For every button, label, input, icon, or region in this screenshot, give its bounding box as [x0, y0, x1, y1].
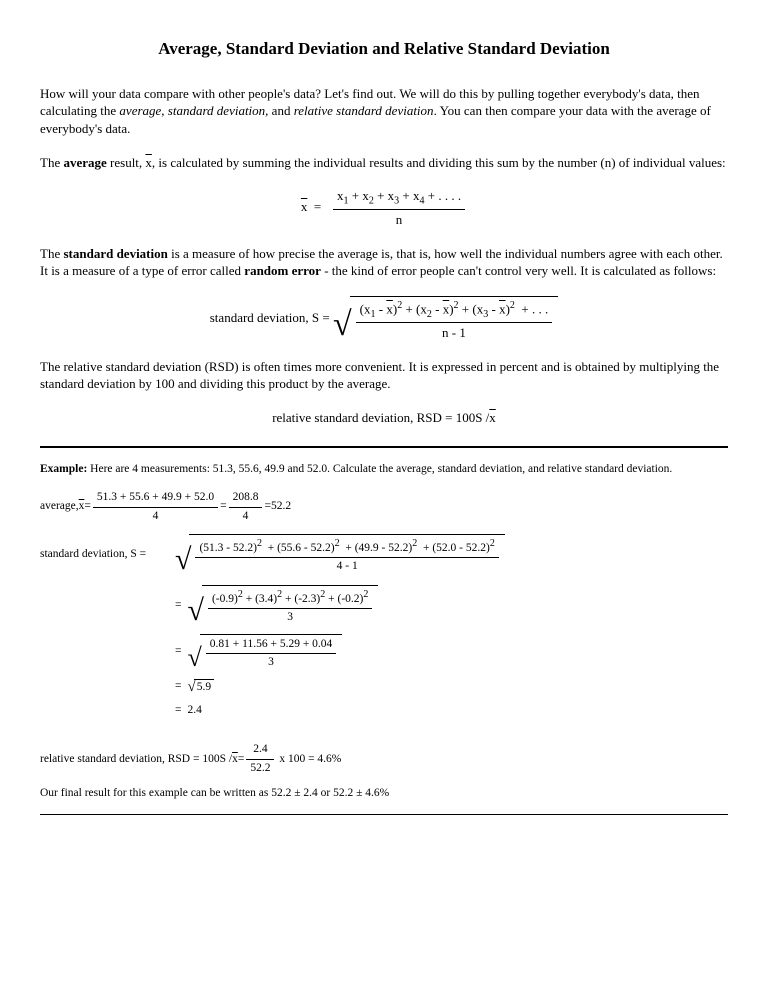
example-sd-line4: = √ 5.9	[175, 679, 728, 696]
example-average: average, x = 51.3 + 55.6 + 49.9 + 52.04 …	[40, 490, 728, 524]
example-heading: Example: Here are 4 measurements: 51.3, …	[40, 462, 728, 478]
example-sd-line1: standard deviation, S = √ (51.3 - 52.2)2…	[40, 534, 728, 575]
divider-thin	[40, 814, 728, 815]
rsd-definition: The relative standard deviation (RSD) is…	[40, 358, 728, 393]
example-sd-line3: = √ 0.81 + 11.56 + 5.29 + 0.04 3	[175, 634, 728, 671]
example-sd-line2: = √ (-0.9)2 + (3.4)2 + (-2.3)2 + (-0.2)2…	[175, 585, 728, 626]
example-sd-result: = 2.4	[175, 703, 728, 719]
example-section: Example: Here are 4 measurements: 51.3, …	[40, 462, 728, 814]
rsd-formula: relative standard deviation, RSD = 100S …	[40, 409, 728, 427]
sd-formula: standard deviation, S = √ (x1 - x)2 + (x…	[40, 296, 728, 342]
divider	[40, 446, 728, 448]
average-definition: The average result, x, is calculated by …	[40, 154, 728, 172]
example-final: Our final result for this example can be…	[40, 786, 728, 802]
average-formula: x = x1 + x2 + x3 + x4 + . . . . n	[40, 187, 728, 229]
intro-paragraph: How will your data compare with other pe…	[40, 85, 728, 138]
page-title: Average, Standard Deviation and Relative…	[40, 38, 728, 61]
example-rsd: relative standard deviation, RSD = 100S …	[40, 742, 728, 776]
sd-definition: The standard deviation is a measure of h…	[40, 245, 728, 280]
